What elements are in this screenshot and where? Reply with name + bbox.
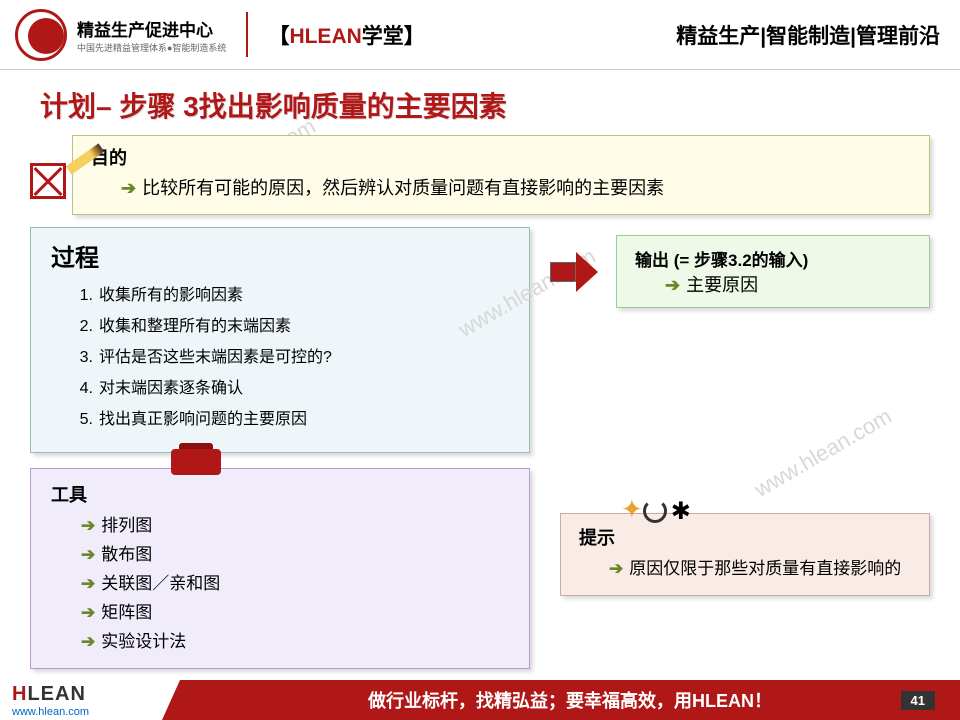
footer-logo: HLEAN www.hlean.com xyxy=(0,680,180,720)
header-right: 精益生产|智能制造|管理前沿 xyxy=(676,20,940,50)
page-title: 计划– 步骤 3找出影响质量的主要因素 xyxy=(0,70,960,135)
process-item: 5.找出真正影响问题的主要原因 xyxy=(71,405,509,429)
tools-item: ➔实验设计法 xyxy=(81,627,509,652)
process-label: 过程 xyxy=(51,238,509,273)
header: 精益生产促进中心 中国先进精益管理体系●智能制造系统 【HLEAN学堂】 精益生… xyxy=(0,0,960,70)
output-box: 输出 (= 步骤3.2的输入) ➔主要原因 xyxy=(616,235,930,308)
output-content: ➔主要原因 xyxy=(635,271,911,297)
process-item: 4.对末端因素逐条确认 xyxy=(71,374,509,398)
tip-icon: ✦✱ xyxy=(621,494,691,526)
page-number: 41 xyxy=(901,691,935,710)
tools-box: 工具 ➔排列图 ➔散布图 ➔关联图／亲和图 ➔矩阵图 ➔实验设计法 xyxy=(30,468,530,669)
footer-bar: 做行业标杆，找精弘益；要幸福高效，用HLEAN！ 41 xyxy=(180,680,960,720)
tip-content: ➔原因仅限于那些对质量有直接影响的 xyxy=(579,554,911,579)
tools-item: ➔排列图 xyxy=(81,511,509,536)
process-box: 过程 1.收集所有的影响因素 2.收集和整理所有的末端因素 3.评估是否这些末端因素… xyxy=(30,227,530,453)
footer: HLEAN www.hlean.com 做行业标杆，找精弘益；要幸福高效，用HL… xyxy=(0,680,960,720)
purpose-content: ➔比较所有可能的原因，然后辨认对质量问题有直接影响的主要因素 xyxy=(91,174,911,200)
output-label: 输出 (= 步骤3.2的输入) xyxy=(635,246,911,271)
tools-item: ➔矩阵图 xyxy=(81,598,509,623)
tip-label: 提示 xyxy=(579,524,615,550)
arrow-icon xyxy=(550,252,596,292)
purpose-label: 目的 xyxy=(91,144,911,170)
process-item: 3.评估是否这些末端因素是可控的? xyxy=(71,343,509,367)
tools-item: ➔散布图 xyxy=(81,540,509,565)
process-item: 2.收集和整理所有的末端因素 xyxy=(71,312,509,336)
tools-item: ➔关联图／亲和图 xyxy=(81,569,509,594)
purpose-box: 目的 ➔比较所有可能的原因，然后辨认对质量问题有直接影响的主要因素 xyxy=(72,135,930,215)
header-center: 【HLEAN学堂】 xyxy=(268,20,424,50)
logo-icon xyxy=(15,9,67,61)
logo-title: 精益生产促进中心 xyxy=(77,16,226,41)
tools-label: 工具 xyxy=(51,481,509,507)
footer-slogan: 做行业标杆，找精弘益；要幸福高效，用HLEAN！ xyxy=(368,687,772,713)
process-item: 1.收集所有的影响因素 xyxy=(71,281,509,305)
tip-box: ✦✱ 提示 ➔原因仅限于那些对质量有直接影响的 xyxy=(560,513,930,596)
toolbox-icon xyxy=(171,449,221,475)
header-divider xyxy=(246,12,248,57)
x-box-icon xyxy=(30,163,66,199)
footer-url: www.hlean.com xyxy=(12,706,180,718)
logo-text: 精益生产促进中心 中国先进精益管理体系●智能制造系统 xyxy=(77,16,226,54)
logo-subtitle: 中国先进精益管理体系●智能制造系统 xyxy=(77,41,226,54)
